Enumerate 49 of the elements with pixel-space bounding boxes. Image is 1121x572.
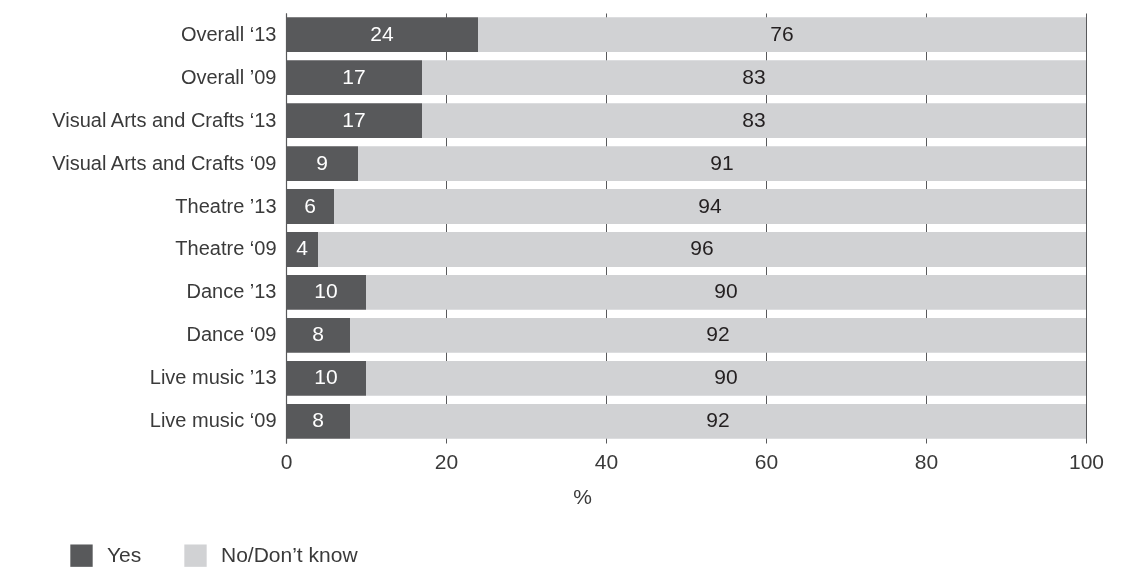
y-tick-label: Live music ‘09 [149, 409, 277, 432]
y-tick-label: Dance ‘09 [186, 323, 277, 346]
x-tick-label: 20 [434, 449, 459, 473]
bar [366, 275, 1086, 310]
y-tick-label: Visual Arts and Crafts ‘13 [52, 108, 277, 131]
data-label: 24 [370, 21, 394, 45]
x-tick-label: 100 [1068, 449, 1105, 473]
bar [358, 146, 1086, 181]
y-tick-label: Overall ’09 [180, 65, 277, 88]
data-label: 83 [742, 107, 766, 131]
x-tick-label: 40 [594, 449, 619, 473]
y-tick-label: Theatre ’13 [175, 194, 277, 217]
bar [318, 232, 1086, 267]
data-label: 90 [714, 365, 738, 389]
bar [334, 189, 1086, 224]
data-label: 91 [710, 150, 734, 174]
data-label: 92 [706, 322, 730, 346]
bar [478, 17, 1086, 53]
legend-label: No/Don’t know [221, 542, 359, 566]
data-label: 17 [342, 107, 366, 131]
bar [422, 60, 1086, 96]
y-tick-label: Live music ’13 [149, 366, 277, 389]
x-axis-title: % [573, 484, 592, 508]
data-label: 9 [316, 150, 328, 174]
data-label: 17 [342, 64, 366, 88]
data-label: 92 [706, 408, 730, 432]
data-label: 76 [770, 21, 794, 45]
data-label: 6 [304, 193, 316, 217]
bar [350, 403, 1086, 439]
y-tick-label: Overall ‘13 [180, 22, 277, 45]
bar [350, 318, 1086, 353]
data-label: 10 [314, 279, 338, 303]
x-tick-label: 0 [280, 449, 293, 473]
y-tick-label: Visual Arts and Crafts ‘09 [52, 151, 277, 174]
data-label: 96 [690, 236, 714, 260]
legend-label: Yes [107, 542, 142, 566]
data-label: 10 [314, 365, 338, 389]
data-label: 90 [714, 279, 738, 303]
x-tick-label: 80 [914, 449, 939, 473]
data-label: 8 [312, 322, 324, 346]
bar [366, 360, 1086, 396]
data-label: 8 [312, 408, 324, 432]
data-label: 94 [698, 193, 722, 217]
y-tick-label: Theatre ‘09 [175, 237, 277, 260]
data-label: 4 [296, 236, 309, 260]
x-tick-label: 60 [754, 449, 779, 473]
bar [422, 103, 1086, 138]
data-label: 83 [742, 64, 766, 88]
y-tick-label: Dance ’13 [186, 280, 277, 303]
